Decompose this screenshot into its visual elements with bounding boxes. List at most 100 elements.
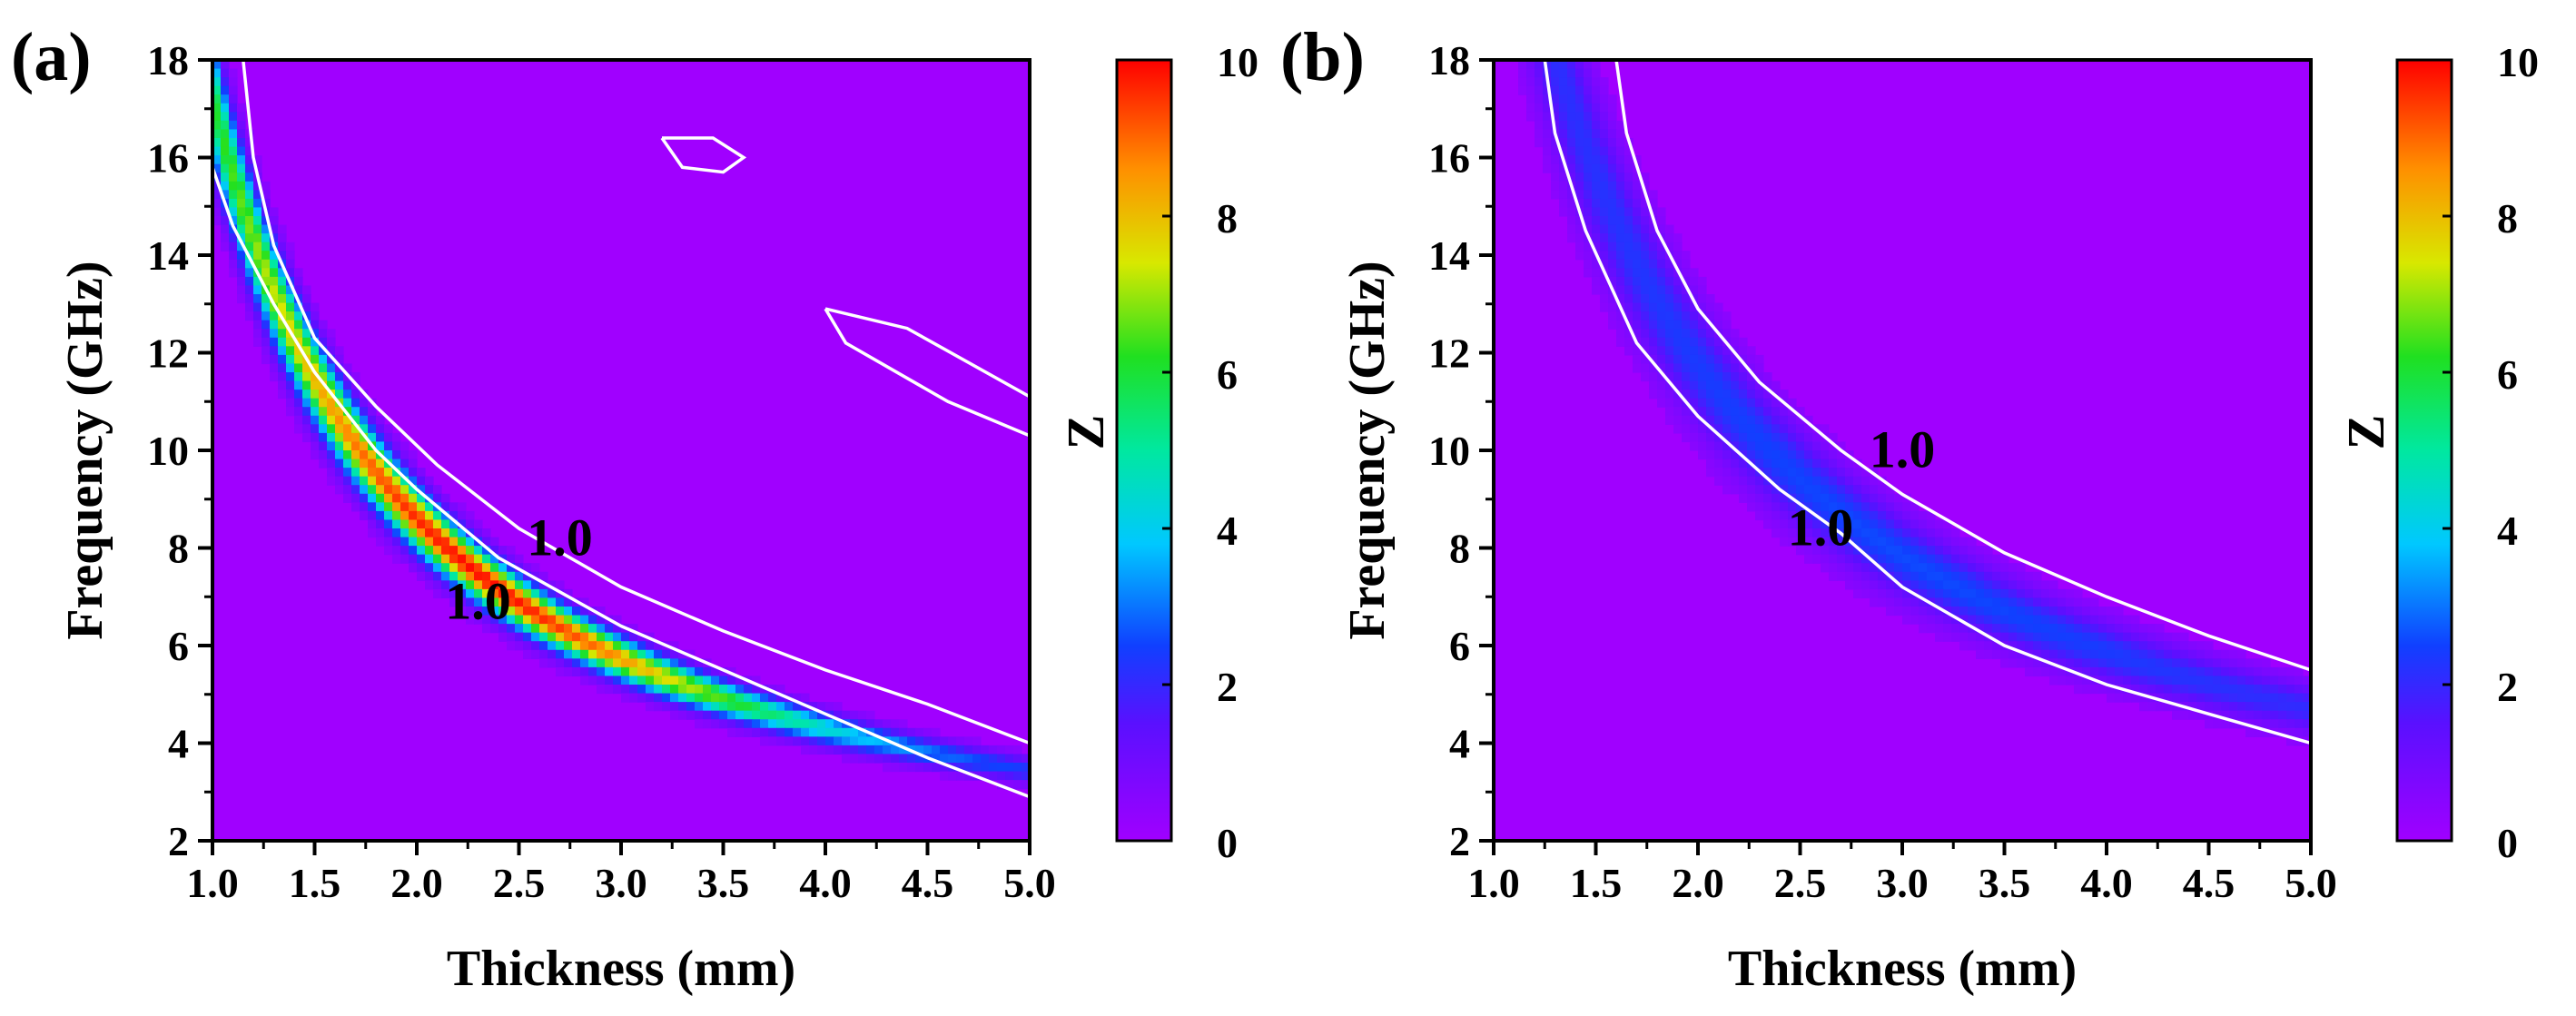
heatmap-cell [1600,85,1609,95]
heatmap-cell [311,337,320,347]
heatmap-cell [1559,60,1568,70]
heatmap-cell [1600,77,1609,87]
heatmap-cell [1992,554,2001,564]
heatmap-cell [2017,597,2026,607]
heatmap-cell [1943,519,1952,529]
heatmap-cell [2172,685,2181,695]
heatmap-cell [2303,727,2312,737]
heatmap-cell [1878,554,1887,564]
heatmap-cell [1665,390,1674,399]
y-tick-label: 12 [1428,330,1470,377]
heatmap-cell [2082,597,2091,607]
heatmap-cell [1886,519,1895,529]
heatmap-cell [817,727,826,737]
heatmap-cell [1837,554,1846,564]
heatmap-cell [507,624,516,634]
heatmap-cell [1829,554,1838,564]
heatmap-cell [2156,676,2165,686]
heatmap-cell [809,710,818,720]
heatmap-cell [1616,163,1625,173]
y-tick-label: 16 [1428,135,1470,182]
heatmap-cell [2082,615,2091,625]
heatmap-cell [2196,693,2206,703]
heatmap-cell [1951,624,1960,634]
contour-label: 1.0 [1788,498,1854,557]
heatmap-cell [1608,190,1617,200]
heatmap-cell [1935,597,1944,607]
heatmap-cell [940,745,949,755]
heatmap-cell [1559,163,1568,173]
heatmap-cell [1755,424,1764,434]
heatmap-cell [2058,588,2067,599]
heatmap-cell [605,658,614,668]
heatmap-cell [335,380,344,390]
heatmap-cell [1968,571,1977,581]
heatmap-cell [262,233,271,243]
heatmap-cell [1870,537,1879,547]
heatmap-cell [1886,537,1895,547]
heatmap-cell [1706,468,1715,478]
heatmap-cell [874,719,883,729]
heatmap-cell [678,658,687,668]
heatmap-cell [1584,138,1593,148]
heatmap-cell [1706,390,1715,399]
heatmap-cell [956,771,965,781]
heatmap-cell [351,485,360,495]
heatmap-cell [1853,476,1862,486]
heatmap-cell [1837,546,1846,556]
heatmap-cell [923,763,933,773]
heatmap-cell [319,424,328,434]
heatmap-cell [572,624,581,634]
heatmap-cell [654,676,663,686]
heatmap-cell [1845,554,1854,564]
heatmap-cell [1649,198,1658,209]
heatmap-cell [1976,607,1985,617]
heatmap-cell [2245,719,2255,729]
heatmap-cell [311,320,320,330]
heatmap-cell [1616,190,1625,200]
heatmap-cell [400,510,410,521]
heatmap-cell [752,693,761,703]
heatmap-cell [409,563,418,573]
heatmap-cell [1706,407,1715,417]
heatmap-cell [400,441,410,451]
heatmap-cell [2107,666,2116,677]
heatmap-cell [2008,615,2018,625]
heatmap-cell [1551,77,1560,87]
heatmap-cell [482,624,491,634]
heatmap-cell [1747,468,1756,478]
heatmap-cell [1968,537,1977,547]
heatmap-cell [572,658,581,668]
heatmap-cell [286,337,295,347]
heatmap-cell [368,493,377,503]
heatmap-cell [1927,571,1936,581]
heatmap-cell [1673,259,1683,269]
heatmap-cell [1633,216,1642,226]
heatmap-cell [1829,528,1838,538]
heatmap-cell [1657,311,1666,321]
heatmap-cell [1837,485,1846,495]
heatmap-cell [343,363,352,373]
heatmap-cell [1584,190,1593,200]
heatmap-cell [1649,311,1658,321]
heatmap-cell [1812,459,1821,469]
heatmap-cell [564,658,573,668]
heatmap-cell [1943,632,1952,642]
heatmap-cell [1722,346,1732,356]
heatmap-cell [1706,372,1715,382]
heatmap-cell [1804,485,1813,495]
heatmap-cell [1894,502,1903,512]
heatmap-cell [597,685,606,695]
heatmap-cell [2254,693,2263,703]
heatmap-cell [588,676,597,686]
heatmap-cell [523,597,532,607]
heatmap-cell [2213,685,2222,695]
heatmap-cell [1592,242,1601,252]
heatmap-cell [1518,60,1527,70]
heatmap-cell [776,685,785,695]
heatmap-cell [245,181,254,191]
heatmap-cell [2025,624,2034,634]
heatmap-cell [1796,528,1805,538]
heatmap-cell [1845,563,1854,573]
heatmap-cell [376,459,385,469]
